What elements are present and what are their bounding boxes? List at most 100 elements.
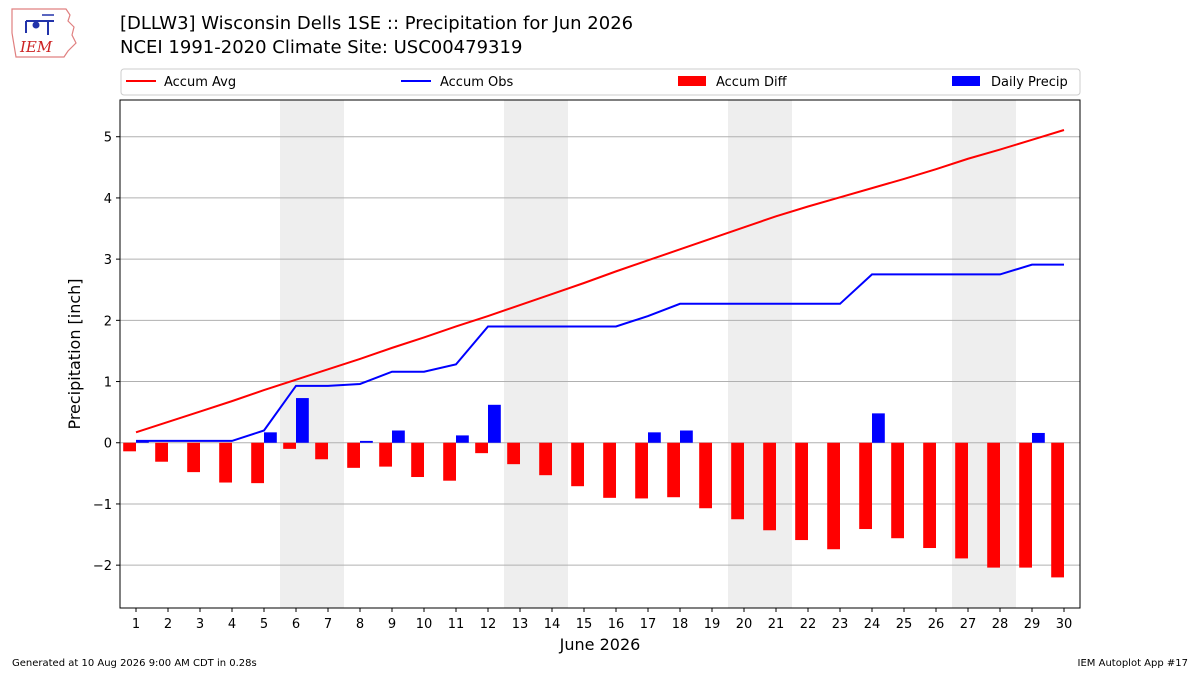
bars: [123, 398, 1064, 578]
daily-bar-day-6: [296, 398, 309, 443]
daily-bar-day-11: [456, 435, 469, 443]
generated-note: Generated at 10 Aug 2026 9:00 AM CDT in …: [12, 658, 257, 669]
diff-bar-day-21: [763, 442, 776, 531]
diff-bar-day-20: [731, 442, 744, 520]
diff-bar-day-30: [1051, 442, 1064, 578]
iem-logo: IEM: [8, 5, 80, 59]
shade-band-3: [728, 100, 792, 608]
diff-bar-day-28: [987, 442, 1000, 568]
diff-bar-day-14: [539, 442, 552, 476]
legend-box: [120, 68, 1081, 96]
diff-bar-day-2: [155, 442, 168, 462]
app-note: IEM Autoplot App #17: [1077, 658, 1188, 669]
x-tick-label-6: 6: [292, 617, 300, 632]
x-tick-label-30: 30: [1056, 617, 1073, 632]
diff-bar-day-12: [475, 442, 488, 454]
daily-bar-day-12: [488, 404, 501, 443]
y-tick-label-1: −1: [93, 498, 112, 513]
x-tick-label-10: 10: [416, 617, 433, 632]
x-tick-label-8: 8: [356, 617, 364, 632]
gridlines: [120, 136, 1080, 566]
daily-bar-day-9: [392, 430, 405, 443]
accum-obs-line: [136, 263, 1064, 442]
legend-diff-label: Accum Diff: [716, 75, 788, 90]
x-tick-label-25: 25: [896, 617, 913, 632]
shade-band-1: [280, 100, 344, 608]
legend-obs-label: Accum Obs: [440, 75, 513, 90]
x-tick-label-22: 22: [800, 617, 817, 632]
daily-bar-day-17: [648, 432, 661, 443]
x-tick-label-18: 18: [672, 617, 689, 632]
x-tick-label-1: 1: [132, 617, 140, 632]
title-line-1: [DLLW3] Wisconsin Dells 1SE :: Precipita…: [120, 13, 634, 34]
x-tick-label-7: 7: [324, 617, 332, 632]
diff-bar-day-9: [379, 442, 392, 467]
x-axis-label: June 2026: [559, 635, 641, 654]
diff-bar-day-18: [667, 442, 680, 498]
diff-bar-day-10: [411, 442, 424, 478]
diff-bar-day-26: [923, 442, 936, 549]
daily-bar-day-18: [680, 430, 693, 443]
y-tick-label-4: 2: [104, 314, 112, 329]
diff-bar-day-24: [859, 442, 872, 530]
x-tick-label-28: 28: [992, 617, 1009, 632]
legend-diff-swatch: [678, 76, 706, 86]
x-tick-label-4: 4: [228, 617, 236, 632]
diff-bar-day-17: [635, 442, 648, 499]
daily-bar-day-8: [360, 440, 373, 443]
diff-bar-day-16: [603, 442, 616, 498]
diff-bar-day-23: [827, 442, 840, 550]
y-tick-label-0: −2: [93, 559, 112, 574]
x-tick-label-12: 12: [480, 617, 497, 632]
y-tick-label-3: 1: [104, 376, 112, 391]
y-tick-label-2: 0: [104, 437, 112, 452]
diff-bar-day-6: [283, 442, 296, 449]
daily-bar-day-5: [264, 432, 277, 443]
plot-frame: [119, 99, 1081, 609]
y-tick-label-5: 3: [104, 253, 112, 268]
legend-daily-swatch: [952, 76, 980, 86]
diff-bar-day-8: [347, 442, 360, 468]
y-tick-label-6: 4: [104, 192, 112, 207]
diff-bar-day-1: [123, 442, 136, 452]
logo-text: IEM: [19, 38, 53, 56]
x-tick-label-3: 3: [196, 617, 204, 632]
x-tick-label-11: 11: [448, 617, 465, 632]
daily-bar-day-24: [872, 413, 885, 443]
diff-bar-day-3: [187, 442, 200, 473]
x-tick-label-27: 27: [960, 617, 977, 632]
daily-bar-day-29: [1032, 432, 1045, 443]
x-tick-label-13: 13: [512, 617, 529, 632]
diff-bar-day-4: [219, 442, 232, 483]
x-tick-label-23: 23: [832, 617, 849, 632]
legend: Accum Avg Accum Obs Accum Diff Daily Pre…: [120, 68, 1081, 96]
x-tick-label-20: 20: [736, 617, 753, 632]
diff-bar-day-13: [507, 442, 520, 465]
y-tick-label-7: 5: [104, 131, 112, 146]
x-tick-label-14: 14: [544, 617, 561, 632]
x-tick-label-5: 5: [260, 617, 268, 632]
diff-bar-day-19: [699, 442, 712, 509]
x-tick-label-29: 29: [1024, 617, 1041, 632]
diff-bar-day-7: [315, 442, 328, 460]
y-axis-label: Precipitation [inch]: [65, 278, 84, 429]
lines: [135, 129, 1065, 442]
x-tick-label-26: 26: [928, 617, 945, 632]
diff-bar-day-5: [251, 442, 264, 484]
diff-bar-day-27: [955, 442, 968, 559]
x-tick-label-2: 2: [164, 617, 172, 632]
x-tick-label-24: 24: [864, 617, 881, 632]
x-tick-label-21: 21: [768, 617, 785, 632]
x-tick-label-9: 9: [388, 617, 396, 632]
title-line-2: NCEI 1991-2020 Climate Site: USC00479319: [120, 37, 523, 58]
chart-title: [DLLW3] Wisconsin Dells 1SE :: Precipita…: [120, 12, 633, 60]
legend-avg-label: Accum Avg: [164, 75, 236, 90]
x-tick-label-19: 19: [704, 617, 721, 632]
diff-bar-day-11: [443, 442, 456, 481]
shade-band-2: [504, 100, 568, 608]
diff-bar-day-25: [891, 442, 904, 539]
diff-bar-day-29: [1019, 442, 1032, 568]
x-tick-label-16: 16: [608, 617, 625, 632]
